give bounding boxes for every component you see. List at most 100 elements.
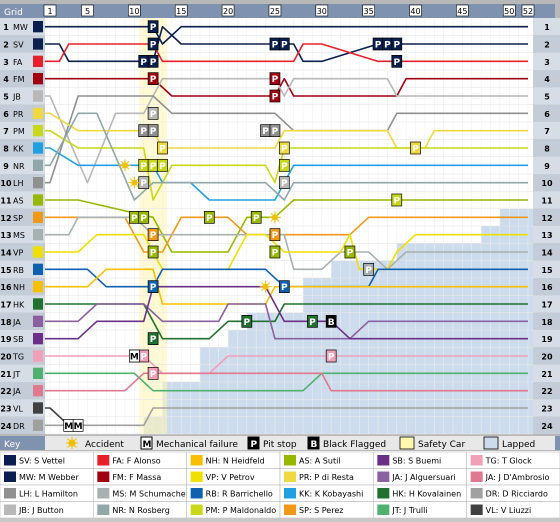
- driver-key-name: HK: H Kovalainen: [392, 490, 461, 499]
- svg-text:P: P: [281, 145, 288, 155]
- pit-stop-marker: P: [241, 314, 253, 328]
- grid-position-number: 3: [3, 58, 9, 67]
- pit-stop-marker: P: [138, 210, 150, 224]
- lap-tick-label: 35: [364, 7, 374, 16]
- grid-driver-code: PM: [13, 127, 25, 136]
- driver-key-entry: NH: N Heidfeld: [186, 451, 281, 469]
- finish-position-number: 6: [544, 110, 550, 119]
- svg-text:Black Flagged: Black Flagged: [323, 440, 386, 450]
- driver-key-swatch: [284, 488, 296, 499]
- lap-tick-label: 15: [176, 7, 186, 16]
- svg-text:P: P: [206, 214, 213, 224]
- grid-driver-code: PR: [13, 110, 24, 119]
- grid-position-number: 20: [0, 352, 12, 361]
- driver-key-name: FA: F Alonso: [112, 457, 160, 466]
- svg-text:P: P: [159, 145, 166, 155]
- driver-key-entry: VP: V Petrov: [186, 468, 281, 486]
- svg-text:P: P: [150, 110, 157, 120]
- pit-stop-marker: P: [391, 54, 403, 68]
- driver-key-entry: FA: F Alonso: [93, 451, 187, 469]
- driver-key-name: SB: S Buemi: [392, 457, 441, 466]
- driver-key-name: PR: P di Resta: [299, 473, 354, 482]
- svg-text:P: P: [244, 318, 251, 328]
- driver-key-name: TG: T Glock: [485, 457, 532, 466]
- grid-position-number: 2: [3, 40, 9, 49]
- driver-key-name: JA: J Alguersuari: [391, 473, 455, 482]
- grid-driver-code: TG: [12, 352, 24, 361]
- driver-line-vp: [45, 233, 528, 271]
- driver-key-entry: MW: M Webber: [0, 468, 94, 486]
- driver-swatch: [33, 194, 43, 206]
- finish-position-number: 4: [544, 75, 550, 84]
- pit-stop-marker: P: [147, 37, 159, 51]
- driver-lines: [45, 25, 528, 427]
- svg-text:Pit stop: Pit stop: [263, 440, 297, 450]
- pit-stop-marker: P: [147, 245, 159, 259]
- driver-key-swatch: [190, 455, 203, 466]
- driver-key-name: FM: F Massa: [112, 473, 161, 482]
- pit-stop-marker: P: [269, 37, 281, 51]
- grid-position-number: 19: [0, 335, 12, 344]
- pit-stop-icon: P: [251, 440, 258, 450]
- accident-marker: [259, 280, 272, 293]
- driver-key-entry: PM: P Maldonaldo: [186, 501, 281, 519]
- driver-swatch: [33, 177, 43, 189]
- driver-key-entry: DR: D Ricciardo: [466, 484, 560, 502]
- svg-text:P: P: [150, 127, 157, 137]
- grid-driver-code: MS: [13, 231, 25, 240]
- driver-swatch: [33, 107, 43, 119]
- pit-stop-marker: P: [157, 158, 168, 172]
- driver-key-name: VL: V Liuzzi: [486, 506, 532, 515]
- pit-stop-marker: P: [147, 332, 159, 345]
- grid-driver-code: FM: [13, 75, 25, 84]
- driver-key-swatch: [97, 455, 110, 466]
- svg-text:P: P: [150, 23, 157, 33]
- pit-stop-marker: P: [269, 228, 281, 241]
- svg-text:P: P: [150, 58, 157, 68]
- driver-swatch: [33, 385, 43, 397]
- svg-text:P: P: [140, 353, 147, 363]
- grid-position-number: 15: [0, 266, 12, 275]
- driver-key-name: SP: S Perez: [299, 506, 343, 515]
- grid-position-number: 14: [0, 248, 12, 257]
- legend-safety-car: Safety Car: [399, 436, 465, 450]
- driver-key-name: SV: S Vettel: [19, 457, 65, 466]
- pit-stop-marker: P: [372, 37, 384, 51]
- driver-key-entry: SV: S Vettel: [0, 451, 94, 469]
- grid-driver-code: SB: [13, 335, 24, 344]
- pit-stop-marker: P: [278, 280, 290, 293]
- finish-position-number: 11: [541, 196, 553, 205]
- driver-key-swatch: [470, 455, 483, 466]
- grid-position-number: 16: [0, 283, 12, 292]
- svg-text:B: B: [328, 318, 335, 328]
- driver-key-entry: VL: V Liuzzi: [466, 501, 560, 519]
- grid-driver-code: SV: [13, 40, 24, 49]
- finish-position-number: 12: [541, 214, 552, 223]
- driver-key-entry: FM: F Massa: [93, 468, 187, 486]
- driver-key-name: VP: V Petrov: [206, 473, 255, 482]
- grid-driver-code: JA: [12, 318, 21, 327]
- grid-position-number: 12: [0, 214, 11, 223]
- mechanical-failure-marker: M: [72, 418, 84, 432]
- pit-stop-marker: P: [250, 210, 262, 224]
- svg-text:P: P: [309, 318, 316, 328]
- svg-text:P: P: [393, 58, 400, 68]
- legend-lapped: Lapped: [483, 436, 535, 450]
- driver-swatch: [33, 281, 43, 293]
- driver-swatch: [33, 38, 43, 50]
- grid-driver-code: JA: [12, 387, 21, 396]
- grid-driver-code: LH: [13, 179, 23, 188]
- finish-position-number: 23: [541, 404, 552, 413]
- accident-marker: [268, 211, 281, 224]
- driver-line-ja: [45, 372, 528, 392]
- driver-key-name: RB: R Barrichello: [206, 490, 273, 499]
- driver-swatch: [33, 73, 43, 85]
- driver-key-name: PM: P Maldonaldo: [206, 506, 277, 515]
- svg-text:P: P: [272, 75, 279, 85]
- pit-stop-marker: P: [147, 280, 159, 293]
- finish-position-number: 9: [544, 162, 550, 171]
- svg-text:P: P: [272, 41, 279, 51]
- pit-stop-marker: P: [278, 176, 290, 189]
- finish-position-number: 14: [541, 248, 553, 257]
